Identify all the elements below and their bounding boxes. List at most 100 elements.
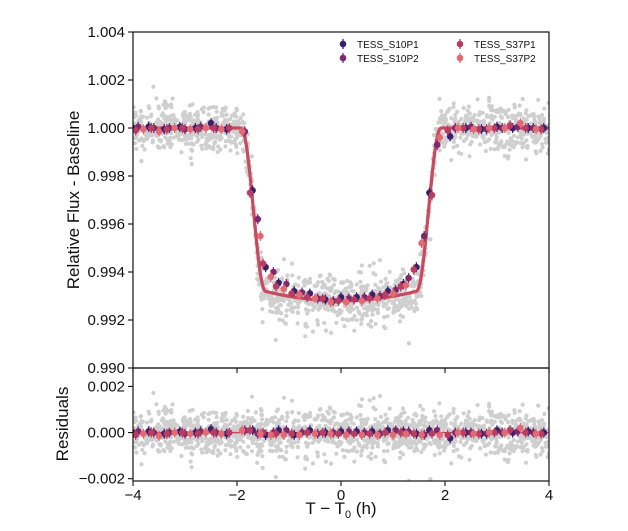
raw-flux-point bbox=[439, 109, 444, 114]
raw-residual-point bbox=[517, 434, 523, 439]
raw-residual-point bbox=[411, 421, 416, 426]
raw-residual-point bbox=[506, 457, 511, 462]
tess-s37p2-residual-point bbox=[436, 431, 444, 439]
raw-residual-point bbox=[174, 438, 179, 443]
raw-residual-point bbox=[249, 418, 254, 423]
tess-s37p1-residual-point bbox=[246, 426, 254, 434]
raw-flux-point bbox=[255, 276, 260, 282]
raw-residual-point bbox=[449, 461, 454, 466]
residuals-x-tick-label: 2 bbox=[441, 487, 449, 504]
raw-flux-point bbox=[512, 102, 517, 107]
tess-s37p1-residual-point bbox=[537, 430, 545, 438]
raw-flux-point bbox=[329, 330, 334, 335]
raw-residual-point bbox=[203, 436, 208, 441]
raw-flux-point bbox=[273, 337, 278, 343]
raw-flux-point bbox=[467, 154, 472, 159]
raw-residual-point bbox=[264, 420, 269, 425]
raw-residual-point bbox=[213, 443, 218, 448]
raw-residual-point bbox=[367, 398, 372, 403]
residuals-x-tick-label: 0 bbox=[337, 487, 345, 504]
raw-flux-point bbox=[469, 139, 474, 144]
raw-residual-point bbox=[271, 420, 276, 425]
raw-flux-point bbox=[194, 139, 200, 144]
raw-flux-point bbox=[189, 141, 194, 146]
raw-points-top bbox=[133, 84, 549, 346]
raw-flux-point bbox=[461, 138, 467, 144]
raw-flux-point bbox=[260, 320, 265, 325]
raw-residual-point bbox=[255, 437, 260, 442]
transit-model-line bbox=[133, 126, 549, 303]
raw-flux-point bbox=[466, 104, 471, 109]
raw-flux-point bbox=[478, 142, 483, 147]
raw-flux-point bbox=[487, 98, 492, 104]
raw-residual-point bbox=[183, 425, 188, 430]
raw-flux-point bbox=[191, 120, 196, 125]
raw-residual-point bbox=[297, 424, 302, 429]
raw-residual-point bbox=[195, 418, 201, 423]
tess-s37p2-residual-point bbox=[280, 431, 288, 439]
raw-residual-point bbox=[295, 455, 300, 460]
raw-residual-point bbox=[359, 417, 364, 422]
raw-flux-point bbox=[134, 146, 139, 151]
raw-residual-point bbox=[172, 421, 177, 426]
raw-flux-point bbox=[401, 299, 407, 304]
raw-flux-point bbox=[488, 146, 493, 151]
raw-flux-point bbox=[451, 139, 456, 144]
raw-flux-point bbox=[362, 306, 367, 311]
binned-points-top bbox=[133, 118, 548, 307]
raw-residual-point bbox=[420, 416, 425, 421]
raw-residual-point bbox=[392, 419, 397, 424]
raw-flux-point bbox=[284, 313, 289, 318]
tess-s37p1-residual-point bbox=[522, 429, 529, 436]
raw-residual-point bbox=[437, 451, 442, 456]
raw-flux-point bbox=[498, 114, 503, 119]
raw-residual-point bbox=[245, 408, 250, 414]
raw-residual-point bbox=[388, 422, 393, 427]
raw-flux-point bbox=[530, 134, 535, 139]
raw-flux-point bbox=[434, 126, 439, 132]
raw-flux-point bbox=[393, 303, 399, 308]
transit-y-tick-label: 1.002 bbox=[87, 72, 125, 89]
raw-residual-point bbox=[481, 440, 486, 445]
tess-s37p2-point bbox=[470, 125, 477, 133]
raw-residual-point bbox=[396, 435, 402, 440]
tess-s37p2-residual-point bbox=[470, 430, 477, 438]
raw-flux-point bbox=[199, 143, 204, 148]
raw-residual-point bbox=[347, 441, 353, 446]
raw-flux-point bbox=[443, 118, 448, 123]
raw-residual-point bbox=[410, 440, 415, 445]
raw-residual-point bbox=[546, 439, 549, 444]
raw-flux-point bbox=[170, 96, 175, 101]
tess-s37p1-point bbox=[522, 124, 529, 132]
raw-residual-point bbox=[524, 422, 529, 427]
raw-flux-point bbox=[404, 304, 409, 309]
raw-residual-point bbox=[168, 408, 174, 413]
raw-residual-point bbox=[168, 439, 173, 444]
raw-flux-point bbox=[538, 148, 543, 153]
raw-residual-point bbox=[385, 448, 390, 454]
raw-flux-point bbox=[455, 109, 460, 114]
raw-residual-point bbox=[414, 446, 419, 451]
raw-flux-point bbox=[500, 144, 505, 150]
raw-residual-point bbox=[359, 448, 365, 453]
raw-points-bottom bbox=[133, 390, 549, 481]
raw-residual-point bbox=[333, 421, 338, 426]
raw-residual-point bbox=[276, 421, 281, 426]
raw-flux-point bbox=[386, 306, 391, 311]
raw-residual-point bbox=[451, 406, 456, 412]
tess-s37p2-point bbox=[485, 124, 493, 132]
raw-residual-point bbox=[441, 427, 446, 432]
raw-flux-point bbox=[354, 318, 359, 323]
raw-flux-point bbox=[373, 307, 378, 312]
raw-flux-point bbox=[167, 141, 172, 146]
raw-flux-point bbox=[397, 319, 403, 324]
raw-residual-point bbox=[229, 438, 234, 443]
raw-residual-point bbox=[301, 414, 306, 419]
raw-residual-point bbox=[451, 443, 456, 449]
tess-s37p2-residual-point bbox=[140, 430, 147, 438]
raw-flux-point bbox=[296, 275, 301, 280]
raw-residual-point bbox=[357, 425, 363, 430]
transit-y-tick-label: 0.992 bbox=[87, 312, 125, 329]
raw-flux-point bbox=[303, 334, 308, 339]
raw-flux-point bbox=[224, 112, 229, 117]
